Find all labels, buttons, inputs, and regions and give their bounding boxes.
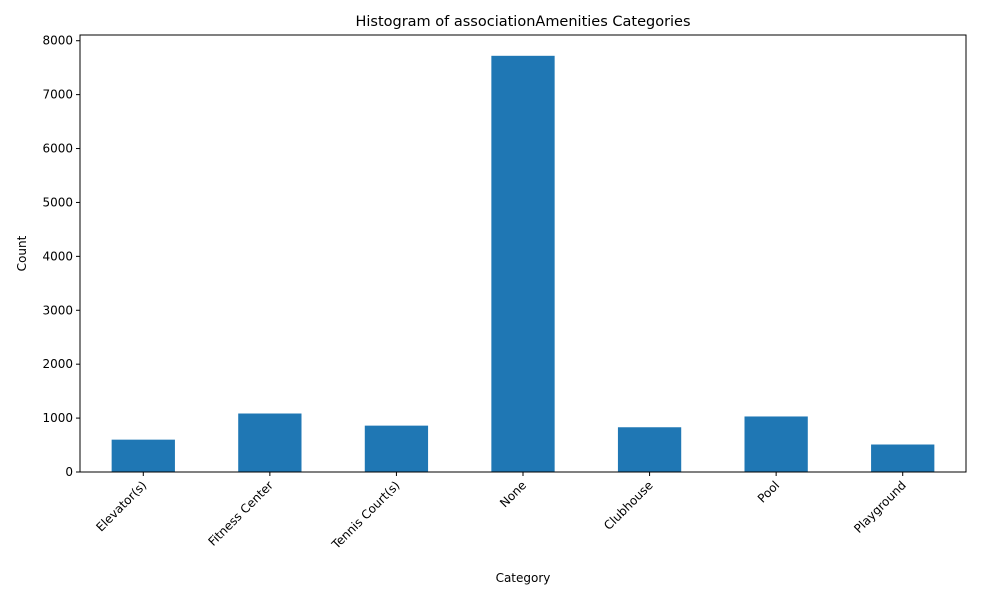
y-tick-label: 0 [65, 465, 73, 479]
y-tick-label: 3000 [42, 303, 73, 317]
x-tick-label: Playground [851, 478, 909, 536]
bar-fitness-center [238, 413, 302, 472]
y-tick-label: 8000 [42, 34, 73, 48]
plot-frame [79, 34, 967, 473]
y-tick-label: 1000 [42, 411, 73, 425]
x-tick-label: Fitness Center [205, 478, 276, 549]
x-tick-label: Elevator(s) [93, 478, 149, 534]
y-tick-label: 6000 [42, 142, 73, 156]
x-tick-label: Pool [755, 478, 782, 505]
y-tick-label: 5000 [42, 195, 73, 209]
bar-none [491, 55, 555, 473]
y-tick-label: 2000 [42, 357, 73, 371]
bar-playground [871, 444, 935, 472]
x-tick-label: Tennis Court(s) [328, 478, 402, 552]
y-axis-title: Count [15, 235, 29, 271]
x-tick-label: None [497, 478, 529, 510]
bar-clubhouse [617, 427, 682, 472]
y-tick-label: 4000 [42, 249, 73, 263]
bar-elevator-s [111, 439, 175, 472]
chart-title: Histogram of associationAmenities Catego… [355, 14, 690, 30]
bars-group [111, 55, 935, 473]
bar-pool [744, 416, 808, 472]
x-tick-label: Clubhouse [601, 478, 656, 533]
x-axis-title: Category [496, 571, 551, 585]
y-tick-label: 7000 [42, 88, 73, 102]
bar-tennis-court-s [364, 425, 429, 472]
x-axis-ticks: Elevator(s) Fitness Center Tennis Court(s)… [93, 472, 909, 552]
y-axis-ticks: 0 1000 2000 3000 4000 5000 6000 7000 8000 [42, 34, 80, 479]
